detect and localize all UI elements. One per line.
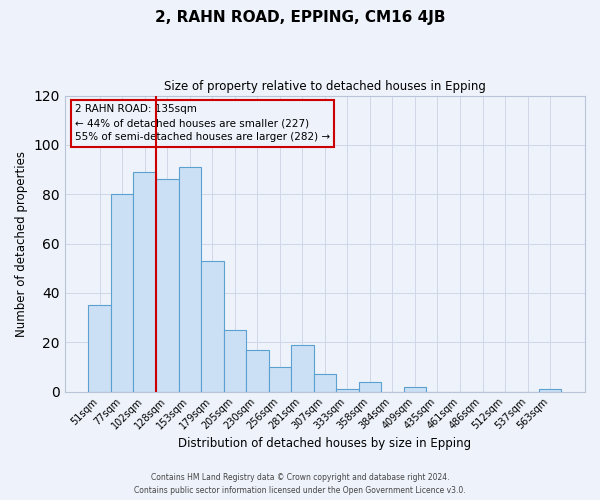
Bar bbox=[269, 367, 291, 392]
Bar bbox=[224, 330, 246, 392]
Bar bbox=[156, 180, 179, 392]
Title: Size of property relative to detached houses in Epping: Size of property relative to detached ho… bbox=[164, 80, 486, 93]
Text: Contains HM Land Registry data © Crown copyright and database right 2024.
Contai: Contains HM Land Registry data © Crown c… bbox=[134, 473, 466, 495]
X-axis label: Distribution of detached houses by size in Epping: Distribution of detached houses by size … bbox=[178, 437, 472, 450]
Y-axis label: Number of detached properties: Number of detached properties bbox=[15, 150, 28, 336]
Bar bbox=[201, 261, 224, 392]
Text: 2 RAHN ROAD: 135sqm
← 44% of detached houses are smaller (227)
55% of semi-detac: 2 RAHN ROAD: 135sqm ← 44% of detached ho… bbox=[75, 104, 331, 142]
Bar bbox=[539, 389, 562, 392]
Bar bbox=[336, 389, 359, 392]
Bar bbox=[359, 382, 381, 392]
Bar bbox=[291, 345, 314, 392]
Bar bbox=[314, 374, 336, 392]
Bar bbox=[111, 194, 133, 392]
Bar bbox=[133, 172, 156, 392]
Bar bbox=[404, 386, 426, 392]
Text: 2, RAHN ROAD, EPPING, CM16 4JB: 2, RAHN ROAD, EPPING, CM16 4JB bbox=[155, 10, 445, 25]
Bar bbox=[246, 350, 269, 392]
Bar bbox=[88, 306, 111, 392]
Bar bbox=[179, 167, 201, 392]
